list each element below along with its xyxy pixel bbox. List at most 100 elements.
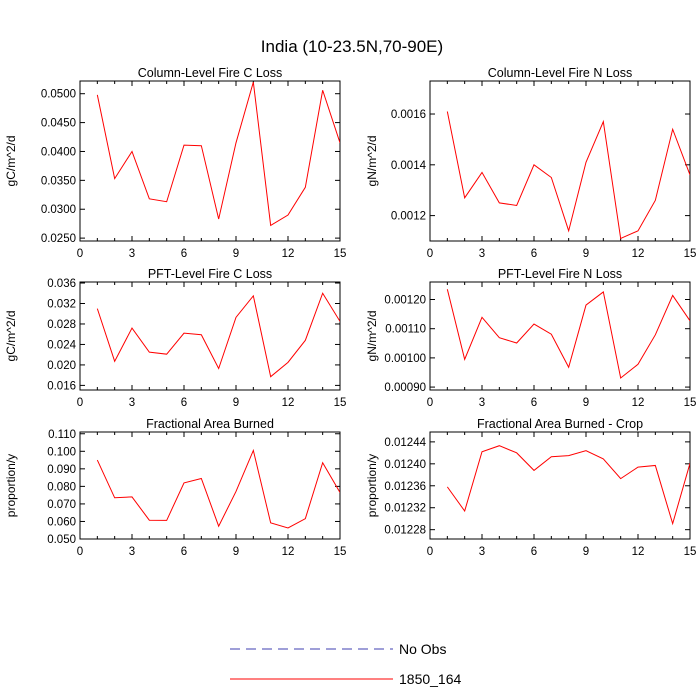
x-tick-label: 3 xyxy=(129,546,135,558)
y-tick-label: 0.01244 xyxy=(384,437,426,449)
y-tick-label: 0.024 xyxy=(47,339,76,351)
y-axis-label: gN/m^2/d xyxy=(365,136,379,187)
chart-panel-6: Fractional Area Burned - Crop 0 3 6 9 12 15 0.0… xyxy=(365,417,696,558)
x-tick-label: 3 xyxy=(129,248,135,260)
y-tick-label: 0.0016 xyxy=(391,109,426,121)
x-tick-label: 9 xyxy=(233,248,239,260)
y-tick-label: 0.016 xyxy=(47,380,76,392)
y-tick-label: 0.0300 xyxy=(41,204,76,216)
y-axis-label: proportion/y xyxy=(365,454,379,517)
y-tick-label: 0.100 xyxy=(47,446,76,458)
legend: No Obs 1850_164 xyxy=(230,641,462,687)
y-axis-label: gC/m^2/d xyxy=(4,311,18,362)
x-tick-label: 6 xyxy=(531,248,537,260)
y-tick-label: 0.0014 xyxy=(391,160,427,172)
x-tick-label: 12 xyxy=(282,248,295,260)
y-tick-label: 0.01240 xyxy=(384,459,426,471)
legend-label-no-obs: No Obs xyxy=(399,641,446,657)
chart-title: Column-Level Fire N Loss xyxy=(488,66,633,80)
y-axis-label: proportion/y xyxy=(4,454,18,517)
x-tick-label: 0 xyxy=(427,248,433,260)
x-tick-label: 12 xyxy=(632,397,645,409)
chart-title: PFT-Level Fire C Loss xyxy=(148,267,272,281)
plot-frame xyxy=(79,431,341,540)
y-tick-label: 0.0400 xyxy=(41,146,76,158)
x-tick-label: 6 xyxy=(531,546,537,558)
chart-title: Fractional Area Burned xyxy=(146,417,274,431)
series-line-1850-164 xyxy=(96,292,340,378)
chart-panel-1: Column-Level Fire C Loss 0 3 6 9 12 15 0.0250 0.… xyxy=(4,66,346,260)
chart-panels: Column-Level Fire C Loss 0 3 6 9 12 15 0.0250 0.… xyxy=(4,66,696,558)
y-tick-label: 0.020 xyxy=(47,360,76,372)
y-tick-label: 0.0450 xyxy=(41,118,76,130)
y-tick-label: 0.0250 xyxy=(41,233,76,245)
x-tick-label: 3 xyxy=(479,397,485,409)
x-tick-label: 0 xyxy=(427,397,433,409)
y-tick-label: 0.080 xyxy=(47,481,76,493)
plot-frame xyxy=(79,80,341,242)
chart-panel-4: PFT-Level Fire N Loss 0 3 6 9 12 15 0.00090 0.00… xyxy=(365,267,696,409)
x-tick-label: 9 xyxy=(233,546,239,558)
legend-item-1850-164: 1850_164 xyxy=(230,671,462,687)
x-tick-label: 12 xyxy=(632,248,645,260)
x-tick-label: 15 xyxy=(684,397,697,409)
plot-frame xyxy=(429,281,691,391)
x-tick-label: 3 xyxy=(479,546,485,558)
x-tick-label: 12 xyxy=(282,546,295,558)
x-tick-label: 6 xyxy=(531,397,537,409)
series-line-1850-164 xyxy=(446,289,690,379)
legend-item-no-obs: No Obs xyxy=(230,641,446,657)
y-tick-label: 0.0012 xyxy=(391,211,426,223)
x-tick-label: 3 xyxy=(479,248,485,260)
chart-panel-3: PFT-Level Fire C Loss 0 3 6 9 12 15 0.016 0.020 0… xyxy=(4,267,346,409)
x-tick-label: 12 xyxy=(282,397,295,409)
x-tick-label: 15 xyxy=(334,397,347,409)
x-tick-label: 0 xyxy=(77,248,83,260)
plot-frame xyxy=(79,281,341,391)
y-tick-label: 0.060 xyxy=(47,516,76,528)
x-tick-label: 15 xyxy=(684,546,697,558)
chart-panel-2: Column-Level Fire N Loss 0 3 6 9 12 15 0.0012 0.… xyxy=(365,66,696,260)
y-tick-label: 0.070 xyxy=(47,499,76,511)
y-tick-label: 0.0350 xyxy=(41,175,76,187)
chart-title: Column-Level Fire C Loss xyxy=(138,66,283,80)
y-tick-label: 0.110 xyxy=(48,429,76,441)
chart-panel-5: Fractional Area Burned 0 3 6 9 12 15 0.050 0.060… xyxy=(4,417,346,558)
y-tick-label: 0.0500 xyxy=(41,89,76,101)
x-tick-label: 0 xyxy=(427,546,433,558)
series-line-1850-164 xyxy=(96,82,340,227)
y-tick-label: 0.090 xyxy=(47,464,76,476)
figure-title: India (10-23.5N,70-90E) xyxy=(261,37,443,56)
x-tick-label: 9 xyxy=(233,397,239,409)
y-tick-label: 0.00090 xyxy=(384,382,426,394)
plot-frame xyxy=(429,431,691,540)
series-line-1850-164 xyxy=(446,445,690,526)
y-axis-label: gC/m^2/d xyxy=(4,136,18,187)
x-tick-label: 15 xyxy=(684,248,697,260)
x-tick-label: 12 xyxy=(632,546,645,558)
x-tick-label: 9 xyxy=(583,248,589,260)
y-tick-label: 0.00110 xyxy=(385,324,426,336)
x-tick-label: 3 xyxy=(129,397,135,409)
series-line-1850-164 xyxy=(446,111,690,240)
x-tick-label: 0 xyxy=(77,546,83,558)
x-tick-label: 15 xyxy=(334,546,347,558)
chart-title: PFT-Level Fire N Loss xyxy=(498,267,622,281)
x-tick-label: 15 xyxy=(334,248,347,260)
y-tick-label: 0.01232 xyxy=(384,503,426,515)
y-tick-label: 0.032 xyxy=(47,298,76,310)
y-tick-label: 0.01228 xyxy=(384,525,426,537)
x-tick-label: 9 xyxy=(583,546,589,558)
chart-title: Fractional Area Burned - Crop xyxy=(477,417,643,431)
y-tick-label: 0.00100 xyxy=(384,353,426,365)
y-tick-label: 0.01236 xyxy=(384,481,426,493)
y-tick-label: 0.036 xyxy=(47,278,76,290)
legend-label-1850-164: 1850_164 xyxy=(399,671,462,687)
x-tick-label: 6 xyxy=(181,546,187,558)
x-tick-label: 0 xyxy=(77,397,83,409)
x-tick-label: 9 xyxy=(583,397,589,409)
y-tick-label: 0.028 xyxy=(47,319,76,331)
y-tick-label: 0.050 xyxy=(47,534,76,546)
y-axis-label: gN/m^2/d xyxy=(365,311,379,362)
